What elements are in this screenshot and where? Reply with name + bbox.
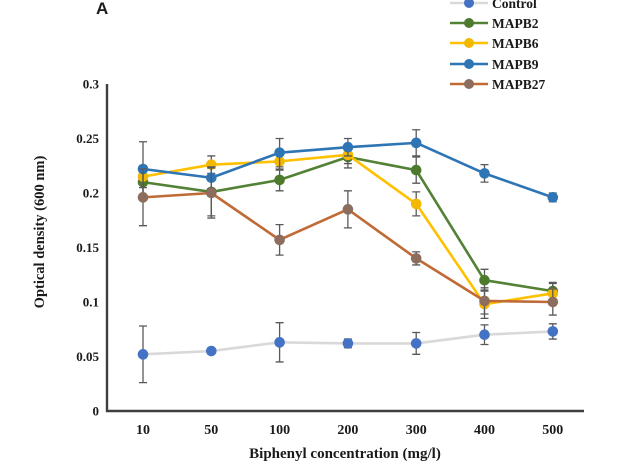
axes [105,84,584,413]
series-Control [137,322,559,384]
data-point [137,192,149,203]
y-tick-label: 0 [93,404,100,419]
legend-label: MAPB27 [492,77,545,92]
y-axis-title: Optical density (600 nm) [32,156,48,309]
data-point [547,296,559,308]
series-MAPB6 [137,145,559,319]
data-point [274,174,285,186]
data-point [206,187,217,199]
legend-marker-dot [464,79,474,89]
data-point [342,141,354,153]
data-series-layer [137,129,559,384]
data-point [410,253,422,264]
x-axis-tick-labels: 10 50 100 200 300 400 500 [136,423,563,438]
x-tick-label: 400 [474,423,495,438]
x-tick-label: 100 [269,423,290,438]
x-axis-title: Biphenyl concentration (mg/l) [249,446,441,462]
y-tick-label: 0.1 [83,295,99,310]
panel-label: A [96,0,108,18]
x-tick-label: 10 [136,423,150,438]
data-point [479,295,490,307]
legend: Control MAPB2 MAPB6 MAPB9 MAPB27 [450,0,545,92]
data-point [479,274,490,286]
data-point [342,338,354,349]
legend-item-Control: Control [450,0,537,11]
x-tick-label: 500 [542,423,563,438]
series-MAPB27 [137,167,559,316]
legend-item-MAPB9: MAPB9 [450,57,539,72]
legend-label: MAPB2 [492,16,539,31]
legend-marker-dot [464,38,474,48]
data-point [410,137,422,149]
legend-marker-dot [464,0,474,8]
legend-item-MAPB27: MAPB27 [450,77,545,92]
y-tick-label: 0.25 [76,131,99,146]
data-point [274,147,285,158]
legend-item-MAPB2: MAPB2 [450,16,539,31]
legend-label: Control [492,0,537,11]
data-point [410,198,422,210]
data-point [342,204,354,215]
data-point [137,349,149,360]
data-point [274,234,285,246]
x-tick-label: 300 [406,423,427,438]
data-point [547,326,559,337]
legend-item-MAPB6: MAPB6 [450,36,539,51]
legend-label: MAPB6 [492,36,539,51]
x-tick-label: 200 [337,423,358,438]
legend-marker-dot [464,18,474,28]
y-tick-label: 0.2 [83,186,99,201]
legend-marker-dot [464,59,474,69]
legend-label: MAPB9 [492,57,539,72]
x-tick-label: 50 [204,423,218,438]
y-tick-label: 0.15 [76,240,99,255]
y-axis-tick-labels: 0 0.05 0.1 0.15 0.2 0.25 0.3 [76,77,99,419]
data-point [410,164,422,176]
data-point [479,168,490,179]
axis-lines [105,84,584,413]
data-point [479,329,490,341]
y-tick-label: 0.05 [76,349,99,364]
data-point [410,338,422,349]
data-point [206,345,217,357]
y-tick-label: 0.3 [83,77,100,92]
data-point [274,337,285,348]
data-point [547,192,559,203]
